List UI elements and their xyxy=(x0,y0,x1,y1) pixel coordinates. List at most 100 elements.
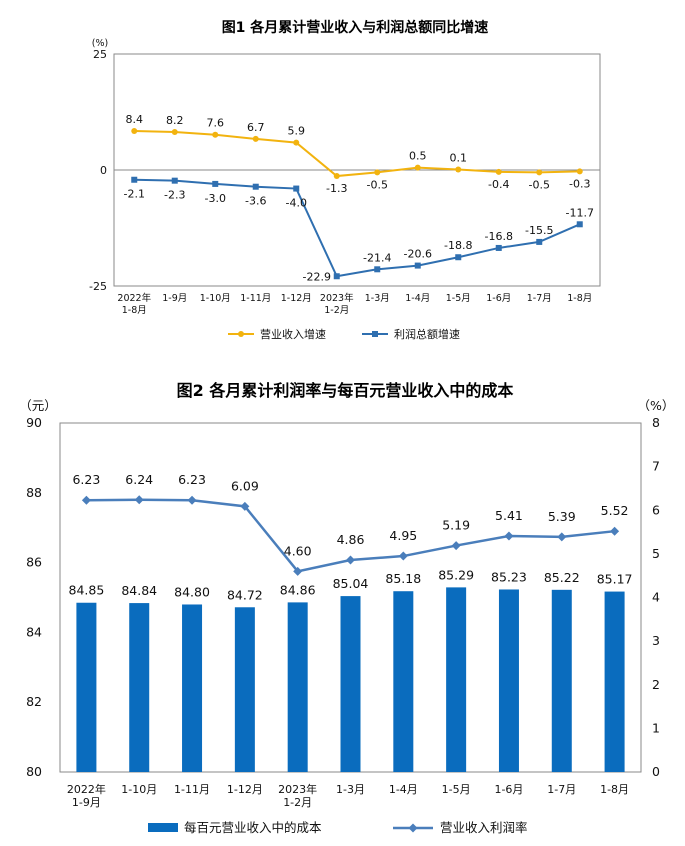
chart1-data-label: -22.9 xyxy=(303,270,331,283)
chart2-line-point xyxy=(187,495,197,505)
chart2-left-tick-label: 82 xyxy=(26,694,42,709)
chart1-x-tick-label: 2022年 xyxy=(117,292,151,304)
chart1-point-revenue xyxy=(171,128,178,135)
chart2-bar xyxy=(182,604,203,772)
chart2-left-tick-label: 90 xyxy=(26,415,42,430)
chart2-line-label: 6.23 xyxy=(178,472,206,487)
chart2-legend-bar-label: 每百元营业收入中的成本 xyxy=(184,820,322,835)
chart2-bar xyxy=(129,603,150,772)
chart1-x-tick-label: 1-7月 xyxy=(527,293,552,304)
chart2-bar-label: 84.85 xyxy=(69,583,105,598)
chart1-x-tick-label: 1-3月 xyxy=(365,293,390,304)
chart2-x-tick-label: 1-12月 xyxy=(227,783,263,796)
chart2-legend-bar-swatch xyxy=(148,823,178,832)
chart1-point-revenue xyxy=(374,169,381,176)
chart2-bar-label: 84.80 xyxy=(174,584,210,599)
chart2-line-label: 5.19 xyxy=(442,518,470,533)
chart2-x-tick-label: 2023年 xyxy=(278,782,317,796)
chart1-data-label: -0.4 xyxy=(488,178,509,191)
chart2-right-tick-label: 8 xyxy=(652,415,660,430)
chart1-point-revenue xyxy=(252,135,259,142)
chart1-data-label: -3.0 xyxy=(205,192,226,205)
chart2-right-tick-label: 5 xyxy=(652,546,660,561)
chart1-point-revenue xyxy=(293,139,300,146)
chart1-y-tick-label: 0 xyxy=(100,164,107,177)
chart1-point-revenue xyxy=(455,166,462,173)
chart2-right-tick-label: 3 xyxy=(652,633,660,648)
chart1-x-tick-label: 1-12月 xyxy=(281,293,312,304)
chart1-x-tick-label: 1-4月 xyxy=(405,293,430,304)
chart1-data-label: 5.9 xyxy=(288,125,306,138)
chart1-point-profit xyxy=(536,238,543,245)
chart1-y-tick-label: -25 xyxy=(89,280,107,293)
chart2-right-tick-label: 2 xyxy=(652,677,660,692)
chart2-line-point xyxy=(81,495,91,505)
chart2-line-point xyxy=(398,551,408,561)
chart1-point-profit xyxy=(495,244,502,251)
chart2-legend-line-marker xyxy=(408,823,418,833)
chart2-line-label: 5.41 xyxy=(495,508,523,523)
chart2-x-tick-label: 1-5月 xyxy=(442,783,471,796)
chart2-line-point xyxy=(451,541,461,551)
chart1-y-ticks: 25 0 -25 xyxy=(89,48,107,293)
chart2-line-label: 6.09 xyxy=(231,478,259,493)
chart1-point-revenue xyxy=(333,173,340,180)
chart1-series-line-1 xyxy=(134,130,580,178)
chart2-title: 图2 各月累计利润率与每百元营业收入中的成本 xyxy=(177,381,514,400)
chart2-bar xyxy=(393,591,414,772)
chart2-right-tick-label: 1 xyxy=(652,720,660,735)
chart2-line-point xyxy=(557,532,567,542)
chart2: 图2 各月累计利润率与每百元营业收入中的成本 （元） （%） 808284868… xyxy=(19,381,674,835)
chart1-data-label: -16.8 xyxy=(485,230,513,243)
chart1-unit: (%) xyxy=(92,38,108,49)
chart1-point-profit xyxy=(374,266,381,273)
chart2-line-label: 6.23 xyxy=(72,472,100,487)
chart1-y-tick-label: 25 xyxy=(93,48,107,61)
chart1-x-tick-label: 1-8月 xyxy=(122,305,147,316)
chart2-left-unit: （元） xyxy=(19,398,57,413)
chart1-point-revenue xyxy=(536,169,543,176)
chart2-right-unit: （%） xyxy=(638,398,675,413)
chart1-point-revenue xyxy=(495,168,502,175)
chart1-x-tick-label: 1-5月 xyxy=(446,293,471,304)
chart1-legend-label: 营业收入增速 xyxy=(260,327,326,341)
chart2-line-point xyxy=(293,566,303,576)
chart2-x-tick-label: 1-4月 xyxy=(389,783,418,796)
chart1-series-line-2 xyxy=(134,178,581,278)
chart1-data-label: -2.3 xyxy=(164,189,185,202)
chart2-x-tick-label: 2022年 xyxy=(67,782,106,796)
chart1-x-tick-label: 1-9月 xyxy=(162,293,187,304)
chart2-line-point xyxy=(610,526,620,536)
chart1-legend-label: 利润总额增速 xyxy=(394,327,460,341)
chart2-left-tick-label: 88 xyxy=(26,485,42,500)
chart2-bar-label: 85.23 xyxy=(491,569,527,584)
chart2-bar-label: 84.84 xyxy=(121,583,157,598)
chart2-line-label: 6.24 xyxy=(125,472,153,487)
chart2-bar-label: 85.17 xyxy=(597,572,633,587)
chart1-data-label: -11.7 xyxy=(566,206,594,219)
chart2-left-tick-label: 86 xyxy=(26,555,42,570)
chart1-data-label: 0.1 xyxy=(450,152,468,165)
chart1-x-tick-label: 1-10月 xyxy=(200,293,231,304)
chart2-x-tick-label: 1-10月 xyxy=(121,783,157,796)
chart2-right-tick-label: 7 xyxy=(652,459,660,474)
chart2-x-tick-label: 1-7月 xyxy=(547,783,576,796)
chart1-data-label: -18.8 xyxy=(444,239,472,252)
chart1-data-label: -15.5 xyxy=(525,224,553,237)
chart1-point-revenue xyxy=(131,128,138,135)
chart2-bar xyxy=(551,589,572,772)
chart1-point-profit xyxy=(576,221,583,228)
chart2-x-tick-label: 1-2月 xyxy=(283,796,312,809)
chart2-x-tick-label: 1-9月 xyxy=(72,796,101,809)
chart2-bar-label: 85.22 xyxy=(544,570,580,585)
chart1-data-label: -2.1 xyxy=(124,188,145,201)
chart1-point-profit xyxy=(252,183,259,190)
chart1-point-profit xyxy=(293,185,300,192)
chart2-right-tick-label: 6 xyxy=(652,502,660,517)
chart1-data-label: -20.6 xyxy=(404,248,432,261)
chart2-bar xyxy=(446,587,467,772)
chart1: 图1 各月累计营业收入与利润总额同比增速 (%) 250-25 2022年1-8… xyxy=(89,19,601,341)
